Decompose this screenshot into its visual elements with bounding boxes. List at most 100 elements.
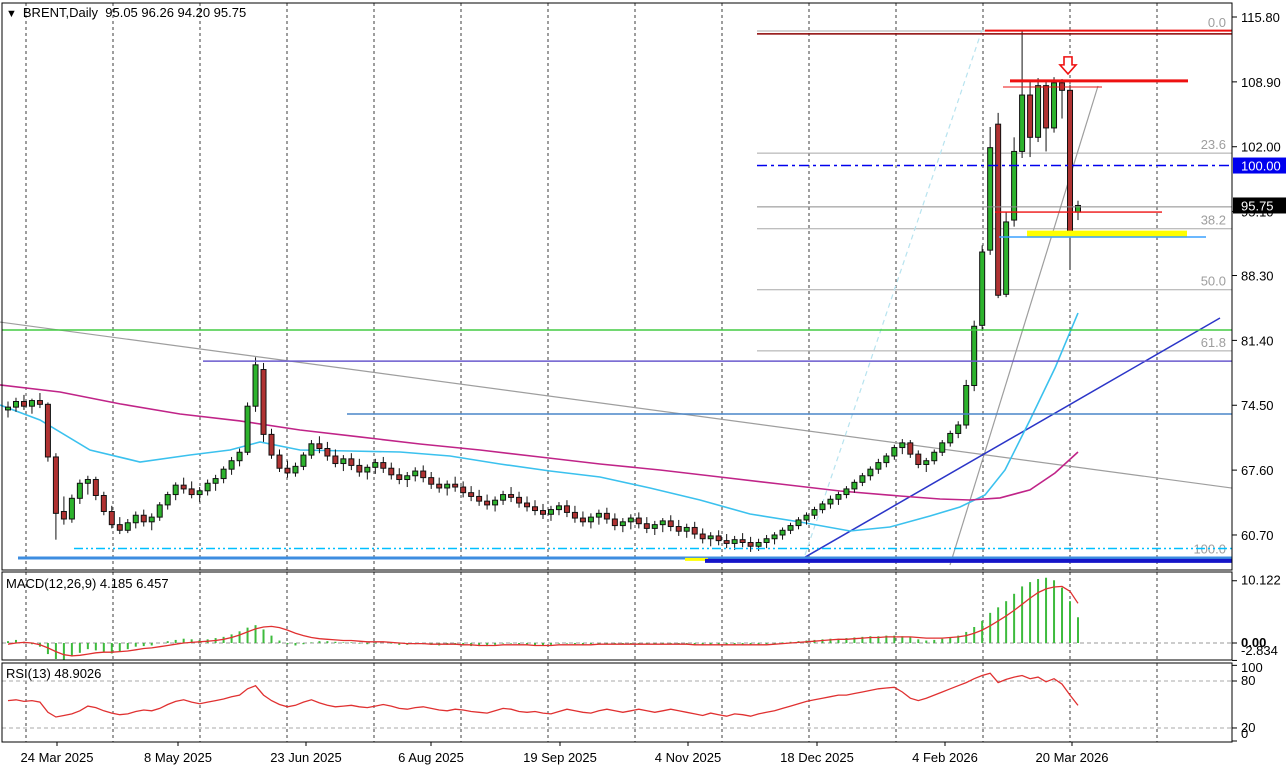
down-arrow-annotation: [1058, 56, 1078, 76]
bear-candle: [603, 512, 610, 520]
bull-candle: [228, 460, 235, 470]
bull-candle: [899, 442, 906, 449]
bull-candle: [755, 541, 762, 547]
chart-title-bar: ▼ BRENT,Daily 95.05 96.26 94.20 95.75: [6, 5, 246, 20]
bear-candle: [571, 511, 578, 519]
bull-candle: [835, 494, 842, 500]
bear-candle: [747, 541, 754, 547]
svg-text:88.30: 88.30: [1241, 269, 1274, 284]
bull-candle: [659, 520, 666, 526]
bull-candle: [779, 529, 786, 536]
bull-candle: [963, 385, 970, 426]
time-axis[interactable]: 24 Mar 2025 8 May 2025 23 Jun 2025 6 Aug 20…: [21, 742, 1109, 765]
bear-candle: [20, 400, 27, 407]
bull-candle: [164, 494, 171, 506]
bull-candle: [595, 512, 602, 518]
bull-candle: [771, 534, 778, 540]
bear-candle: [579, 517, 586, 523]
bull-candle: [787, 525, 794, 531]
bull-candle: [859, 475, 866, 483]
bear-candle: [476, 495, 483, 502]
bull-candle: [843, 488, 850, 496]
bull-candle: [827, 498, 834, 505]
bull-candle: [883, 455, 890, 464]
bull-candle: [492, 499, 499, 506]
svg-text:19 Sep 2025: 19 Sep 2025: [523, 750, 597, 765]
bear-candle: [715, 535, 722, 542]
bear-candle: [268, 433, 275, 456]
bear-candle: [284, 467, 291, 474]
rsi-panel: [2, 672, 1232, 729]
bear-candle: [108, 510, 115, 526]
bear-candle: [643, 523, 650, 529]
bear-candle: [380, 462, 387, 469]
bear-candle: [611, 518, 618, 527]
svg-text:100.00: 100.00: [1241, 159, 1281, 174]
bull-candle: [1003, 221, 1010, 295]
bear-candle: [460, 486, 467, 494]
bear-candle: [699, 533, 706, 540]
bear-candle: [635, 517, 642, 525]
bull-candle: [939, 442, 946, 453]
svg-text:102.00: 102.00: [1241, 140, 1281, 155]
symbol-title: BRENT,Daily: [22, 5, 99, 20]
bear-candle: [532, 506, 539, 512]
symbol-dropdown-icon[interactable]: ▼: [6, 8, 17, 20]
svg-text:24 Mar 2025: 24 Mar 2025: [21, 750, 94, 765]
svg-text:4 Nov 2025: 4 Nov 2025: [655, 750, 722, 765]
bear-candle: [140, 514, 147, 523]
price-axis[interactable]: 115.80108.90102.0095.1088.3081.4074.5067…: [1232, 10, 1286, 742]
bear-candle: [420, 470, 427, 479]
bull-candle: [819, 503, 826, 511]
ohlc-readout: 95.05 96.26 94.20 95.75: [105, 5, 247, 20]
bear-candle: [188, 488, 195, 496]
bull-candle: [500, 494, 507, 501]
bear-candle: [324, 447, 331, 457]
svg-text:4 Feb 2026: 4 Feb 2026: [912, 750, 978, 765]
svg-text:23 Jun 2025: 23 Jun 2025: [270, 750, 342, 765]
svg-text:50.0: 50.0: [1201, 274, 1226, 289]
bull-candle: [923, 460, 930, 465]
bull-candle: [651, 524, 658, 529]
svg-text:60.70: 60.70: [1241, 528, 1274, 543]
bear-candle: [691, 526, 698, 535]
svg-text:38.2: 38.2: [1201, 213, 1226, 228]
bear-candle: [1043, 85, 1050, 129]
bear-candle: [468, 492, 475, 497]
bear-candle: [260, 369, 267, 435]
bull-candle: [292, 465, 299, 474]
svg-text:80: 80: [1241, 673, 1255, 688]
svg-text:108.90: 108.90: [1241, 75, 1281, 90]
bear-candle: [388, 467, 395, 476]
bull-candle: [1035, 85, 1042, 138]
bear-candle: [723, 540, 730, 544]
bear-candle: [915, 453, 922, 465]
bull-candle: [1019, 94, 1026, 152]
svg-text:0: 0: [1241, 726, 1248, 741]
bull-candle: [76, 482, 83, 499]
bull-candle: [947, 432, 954, 444]
bull-candle: [587, 516, 594, 523]
svg-text:20 Mar 2026: 20 Mar 2026: [1036, 750, 1109, 765]
bull-candle: [132, 514, 139, 524]
bull-candle: [763, 538, 770, 543]
bear-candle: [1027, 94, 1034, 138]
bull-candle: [627, 517, 634, 523]
rsi-line: [7, 672, 1079, 718]
bull-candle: [547, 509, 554, 515]
bull-candle: [971, 325, 978, 387]
bull-candle: [979, 251, 986, 326]
moving-averages-layer: [0, 312, 1079, 532]
svg-text:81.40: 81.40: [1241, 333, 1274, 348]
horizontal-lines-layer: [2, 29, 1232, 563]
bull-candle: [172, 484, 179, 496]
bull-candle: [84, 479, 91, 484]
bear-candle: [484, 500, 491, 506]
bear-candle: [667, 520, 674, 528]
bear-candle: [60, 510, 67, 520]
bear-candle: [356, 464, 363, 473]
